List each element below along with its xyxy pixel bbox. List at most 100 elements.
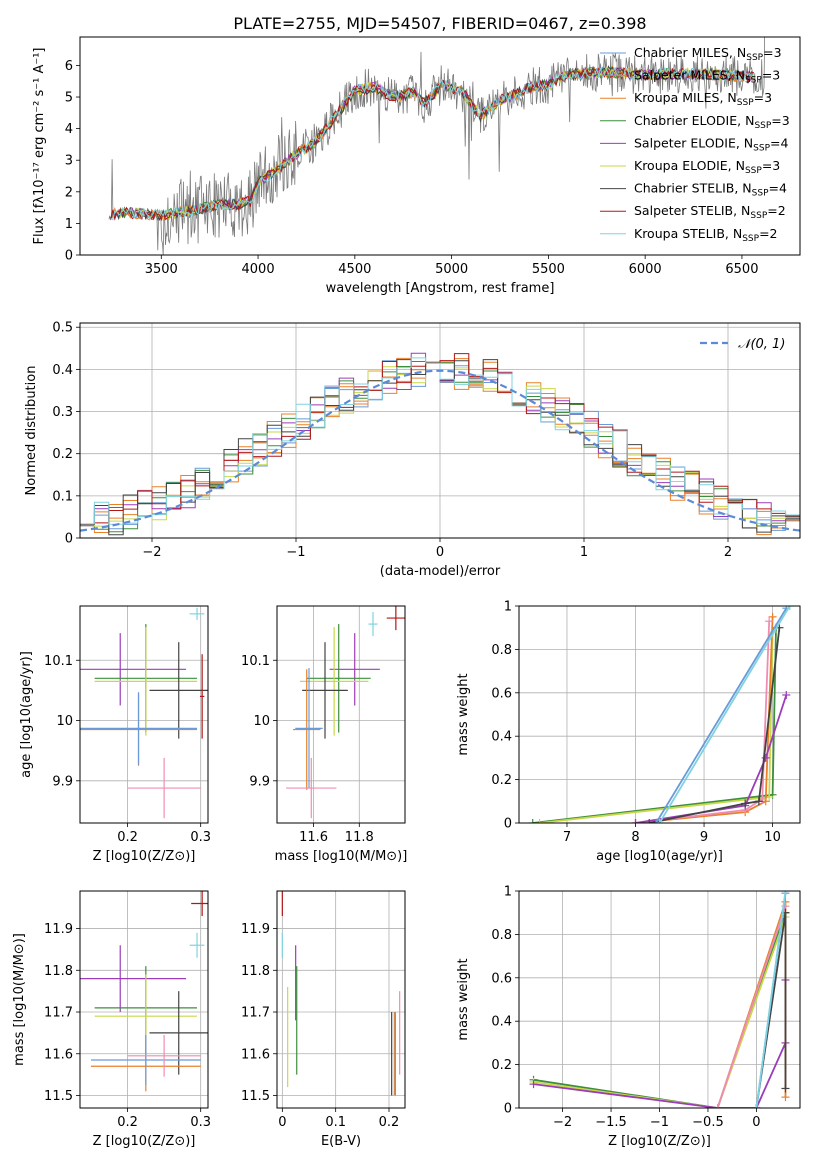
legend-label: Kroupa MILES, NSSP=3 <box>634 90 772 108</box>
x-tick-label: 1 <box>580 545 588 560</box>
y-axis-label: mass weight <box>456 673 471 755</box>
x-axis-label: age [log10(age/yr)] <box>596 849 723 864</box>
y-tick-label: 10.1 <box>241 654 270 669</box>
y-tick-label: 11.6 <box>241 1047 270 1062</box>
y-tick-label: 11.5 <box>44 1089 73 1104</box>
y-tick-label: 1 <box>65 217 73 232</box>
y-tick-label: 0.4 <box>491 1015 512 1030</box>
y-axis-label: mass weight <box>456 958 471 1040</box>
y-tick-label: 0.2 <box>52 447 73 462</box>
x-tick-label: 0.3 <box>190 1115 211 1130</box>
residual-histogram <box>80 357 800 538</box>
x-tick-label: 0 <box>436 545 444 560</box>
y-tick-label: 11.7 <box>44 1006 73 1021</box>
y-axis-label: Normed distribution <box>24 366 39 496</box>
x-tick-label: 0.1 <box>325 1115 346 1130</box>
y-tick-label: 0.3 <box>52 405 73 420</box>
normal-curve-line <box>80 369 800 532</box>
legend-label: Chabrier MILES, NSSP=3 <box>634 45 782 63</box>
x-axis-label: Z [log10(Z/Z⊙)] <box>93 1134 196 1149</box>
y-tick-label: 11.5 <box>241 1089 270 1104</box>
y-tick-label: 0.4 <box>52 363 73 378</box>
legend-label: Salpeter STELIB, NSSP=2 <box>634 203 786 221</box>
x-tick-label: 2 <box>724 545 732 560</box>
x-tick-label: −1 <box>286 545 305 560</box>
x-tick-label: 4500 <box>338 262 371 277</box>
y-tick-label: 1 <box>504 885 512 900</box>
y-axis-label: age [log10(age/yr)] <box>19 651 34 778</box>
model-spectrum-line <box>110 67 754 222</box>
plot-area <box>286 606 405 819</box>
weight-vs-age-panel: 7 8 9 10 0 0.2 0.4 0.6 0.8 1 age [log10(age/yr)] ma… <box>456 600 801 864</box>
x-tick-label: 3500 <box>145 262 178 277</box>
x-tick-label: −1.5 <box>595 1115 627 1130</box>
legend-label: Kroupa STELIB, NSSP=2 <box>634 226 778 244</box>
x-axis-label: wavelength [Angstrom, rest frame] <box>326 281 555 296</box>
y-tick-label: 0.4 <box>491 730 512 745</box>
axes-frame <box>276 890 406 1109</box>
legend-label: Salpeter MILES, NSSP=3 <box>634 68 780 86</box>
plot-area <box>80 607 208 819</box>
y-tick-label: 6 <box>65 59 73 74</box>
y-tick-label: 11.9 <box>44 922 73 937</box>
x-tick-label: 6000 <box>629 262 662 277</box>
legend-label: 𝒩(0, 1) <box>738 337 785 352</box>
weight-line <box>658 606 791 823</box>
axes-frame <box>79 890 209 1109</box>
y-tick-label: 1 <box>504 600 512 615</box>
plot-area <box>529 891 790 1108</box>
x-axis-label: Z [log10(Z/Z⊙)] <box>93 849 196 864</box>
x-tick-label: 0 <box>752 1115 760 1130</box>
observed-spectrum-line <box>108 37 766 255</box>
y-tick-label: 0.8 <box>491 928 512 943</box>
x-tick-label: 10 <box>764 830 781 845</box>
x-axis-label: Z [log10(Z/Z⊙)] <box>608 1134 711 1149</box>
plot-area <box>80 891 208 1092</box>
y-tick-label: 11.8 <box>44 964 73 979</box>
y-tick-label: 0.2 <box>491 773 512 788</box>
y-tick-label: 4 <box>65 122 73 137</box>
axes-frame <box>518 605 801 824</box>
x-tick-label: 9 <box>700 830 708 845</box>
y-tick-label: 11.9 <box>241 922 270 937</box>
figure-title: PLATE=2755, MJD=54507, FIBERID=0467, z=0… <box>233 14 646 33</box>
y-tick-label: 0.6 <box>491 686 512 701</box>
weight-line <box>533 916 787 1108</box>
y-axis-label: mass [log10(M/M⊙)] <box>12 933 27 1066</box>
legend-label: Chabrier STELIB, NSSP=4 <box>634 181 787 199</box>
y-tick-label: 5 <box>65 91 73 106</box>
y-tick-label: 0 <box>65 532 73 547</box>
y-tick-label: 0.2 <box>491 1058 512 1073</box>
y-tick-label: 0 <box>65 249 73 264</box>
plot-area <box>281 891 401 1096</box>
weight-line <box>716 905 787 1108</box>
spectrum-panel: 3500 4000 4500 5000 5500 6000 6500 0 1 2 3 4 5 6 wavel… <box>32 36 801 296</box>
model-spectrum-line <box>110 66 754 221</box>
weight-line <box>655 607 788 823</box>
x-tick-label: 5500 <box>532 262 565 277</box>
model-spectrum-line <box>110 66 754 221</box>
legend-label: Kroupa ELODIE, NSSP=3 <box>634 158 780 176</box>
weight-line <box>635 621 771 823</box>
y-tick-label: 0 <box>504 1102 512 1117</box>
weight-line <box>649 627 781 823</box>
y-tick-label: 0.6 <box>491 971 512 986</box>
x-axis-label: E(B-V) <box>321 1134 361 1149</box>
y-tick-label: 11.7 <box>241 1006 270 1021</box>
x-tick-label: 4000 <box>242 262 275 277</box>
axes-frame <box>79 36 801 256</box>
x-tick-label: 8 <box>631 830 639 845</box>
legend-label: Chabrier ELODIE, NSSP=3 <box>634 113 790 131</box>
y-tick-label: 0.8 <box>491 643 512 658</box>
x-tick-label: 0.2 <box>117 830 138 845</box>
plot-area <box>80 352 800 538</box>
y-tick-label: 0.1 <box>52 489 73 504</box>
weight-line <box>533 912 787 1108</box>
weight-line <box>755 891 787 1108</box>
x-tick-label: −2 <box>553 1115 572 1130</box>
mass-vs-metallicity-panel: 0.2 0.3 11.5 11.6 11.7 11.8 11.9 Z [log10(Z/Z⊙)… <box>12 890 211 1149</box>
plot-area <box>528 606 794 823</box>
mass-vs-extinction-panel: 0 0.1 0.2 11.5 11.6 11.7 11.8 11.9 E(B-V) <box>241 890 406 1149</box>
